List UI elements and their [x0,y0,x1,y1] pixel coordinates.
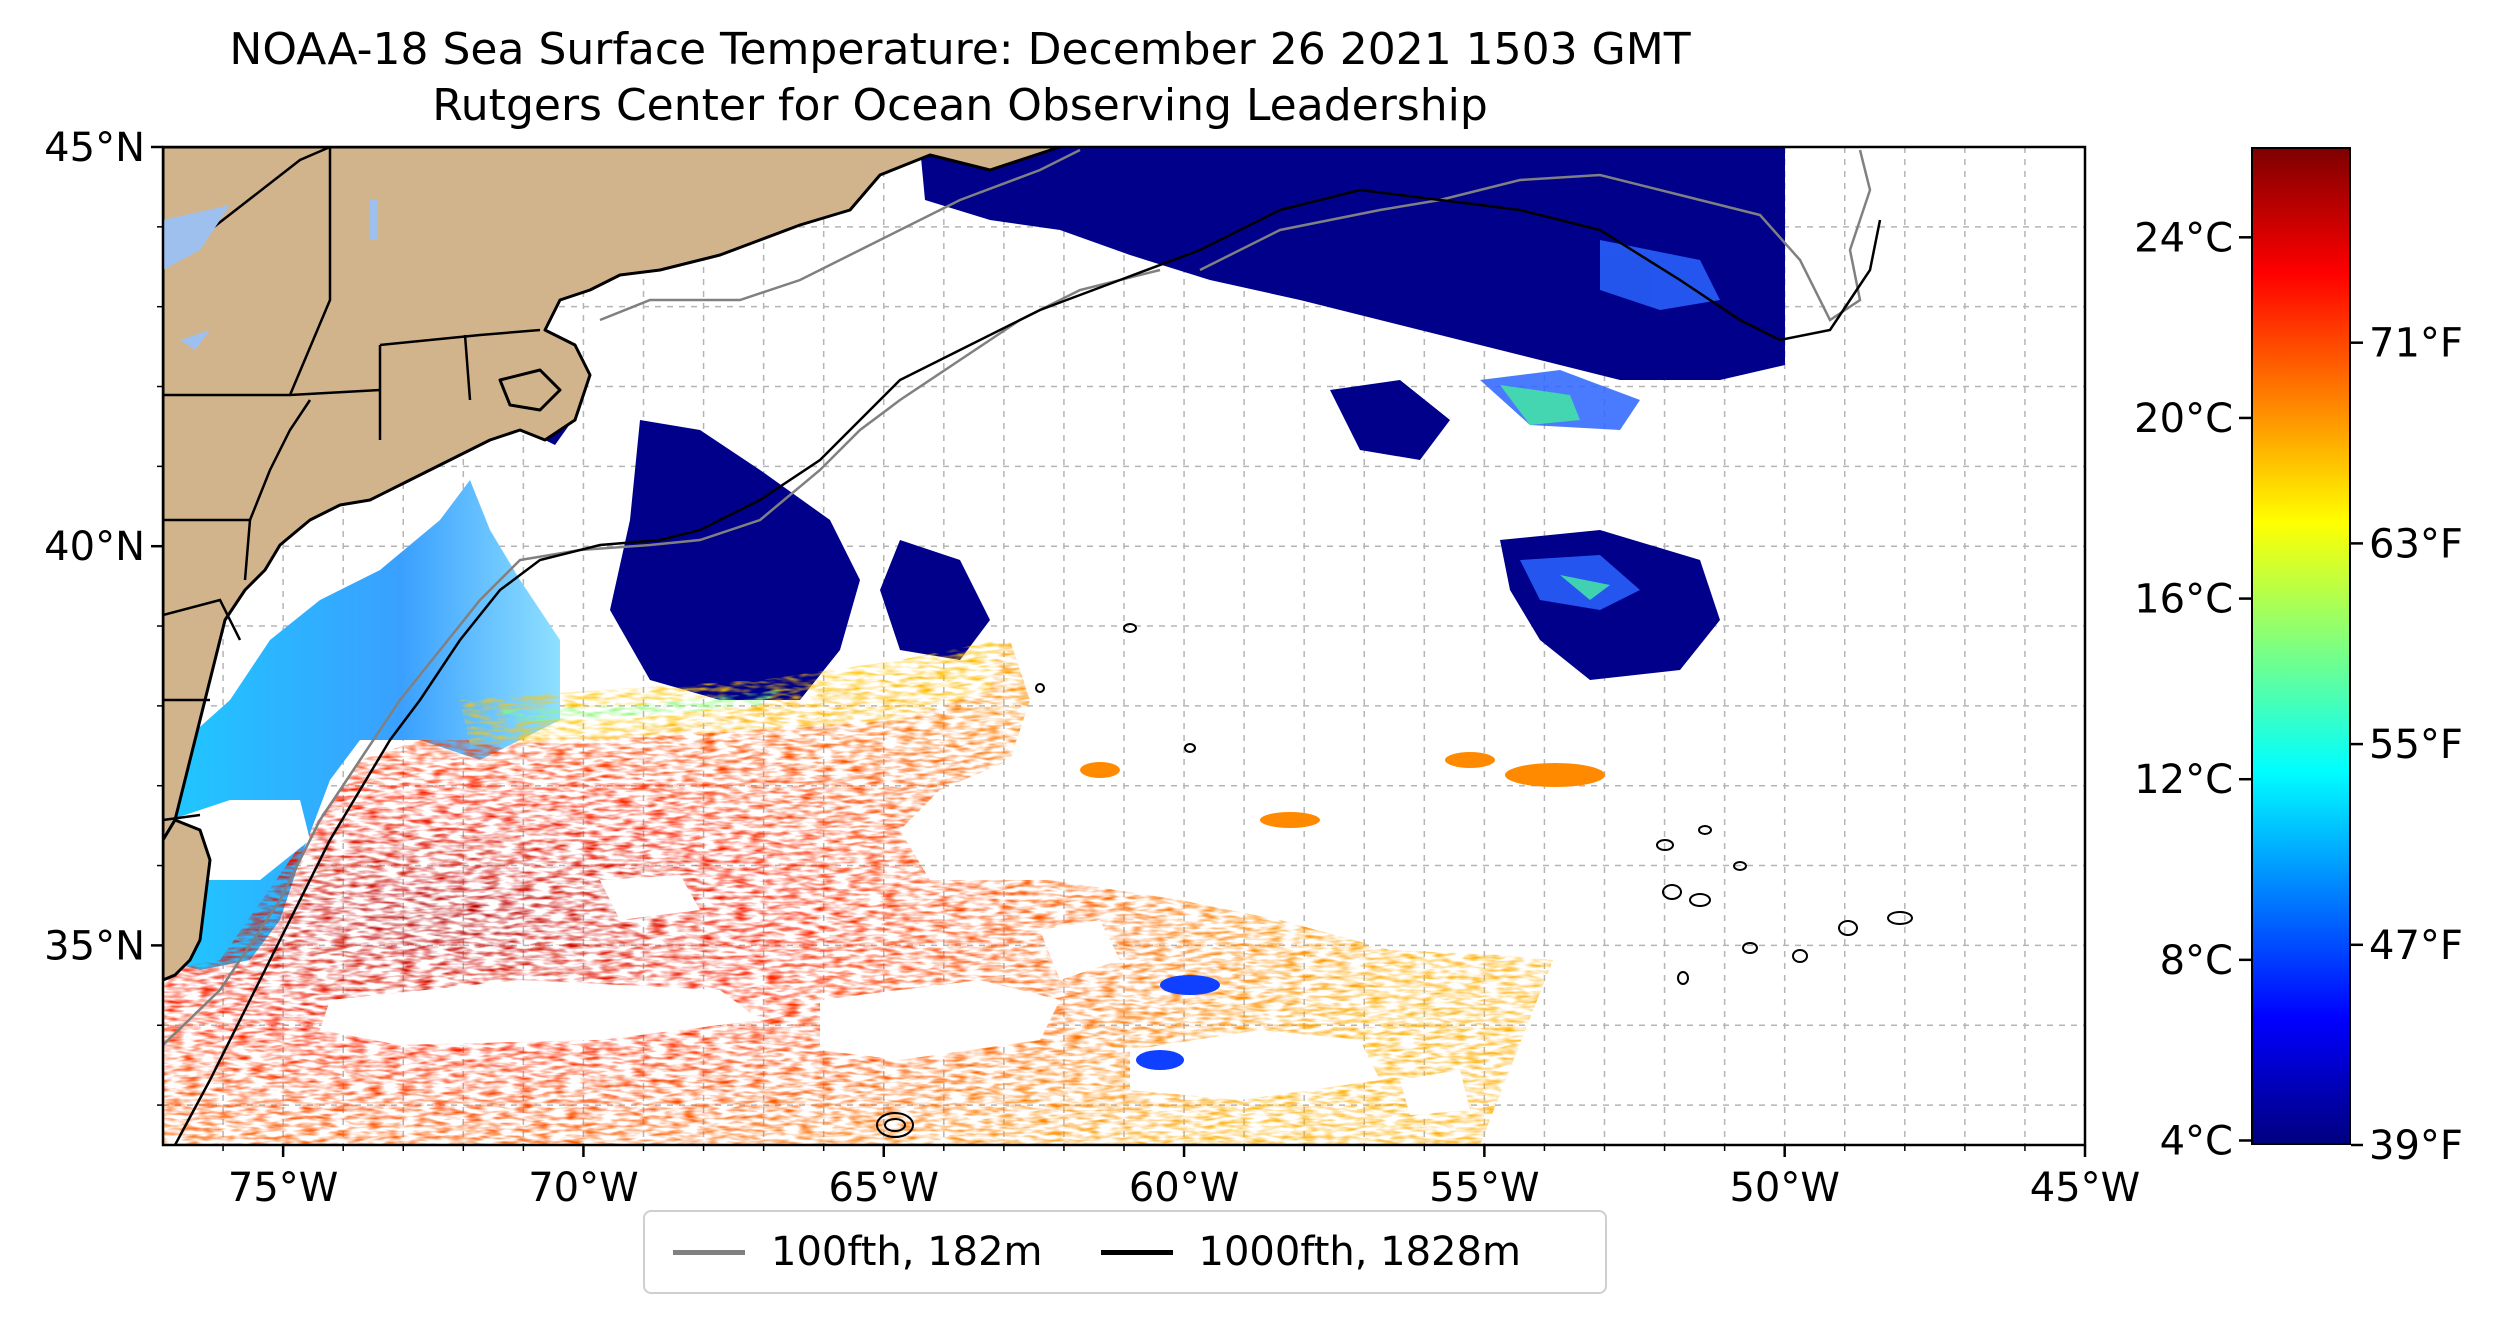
fahrenheit-tick-label: 39°F [2369,1123,2463,1169]
lon-tick-label: 45°W [2030,1165,2140,1211]
lakes [163,200,378,350]
celsius-tick-label: 4°C [2160,1118,2233,1164]
fahrenheit-tick-label: 55°F [2369,722,2463,768]
fahrenheit-tick-label: 71°F [2369,321,2463,367]
celsius-tick-label: 24°C [2134,215,2233,261]
isobath-1000fth [173,188,1882,1145]
lon-tick-label: 50°W [1729,1165,1839,1211]
legend-item-1000fth: 1000fth, 1828m [1100,1229,1521,1275]
scattered-warm-patches [1080,752,1605,828]
chart-subtitle: Rutgers Center for Ocean Observing Leade… [432,80,1488,131]
latitude-axis: 45°N 40°N 35°N [44,125,163,1106]
legend-item-100fth: 100fth, 182m [673,1229,1043,1275]
legend: 100fth, 182m 1000fth, 1828m [643,1210,1607,1294]
lat-tick-label: 40°N [44,524,145,570]
celsius-tick-label: 20°C [2134,396,2233,442]
celsius-tick-label: 16°C [2134,577,2233,623]
lat-tick-label: 35°N [44,923,145,969]
lat-tick-label: 45°N [44,125,145,171]
legend-swatch-1000fth [1100,1249,1173,1255]
land [163,147,1062,982]
lon-tick-label: 55°W [1429,1165,1539,1211]
cloud-gaps [170,800,1470,1115]
lon-tick-label: 75°W [228,1165,338,1211]
chart-title: NOAA-18 Sea Surface Temperature: Decembe… [229,24,1691,75]
colorbar [2251,147,2351,1145]
seamounts [876,623,1913,1138]
lon-tick-label: 70°W [528,1165,638,1211]
celsius-tick-label: 12°C [2134,757,2233,803]
celsius-tick-label: 8°C [2160,938,2233,984]
legend-swatch-100fth [673,1249,745,1255]
colorbar-fahrenheit-axis: 71°F 63°F 55°F 47°F 39°F [2351,321,2463,1169]
lon-tick-label: 65°W [829,1165,939,1211]
lon-tick-label: 60°W [1129,1165,1239,1211]
isobath-100fth [163,148,1872,1046]
colorbar-celsius-axis: 24°C 20°C 16°C 12°C 8°C 4°C [2134,215,2251,1164]
state-borders [163,147,541,822]
legend-label-100fth: 100fth, 182m [771,1229,1043,1275]
longitude-axis: 75°W 70°W 65°W 60°W 55°W 50°W 45°W [222,1145,2140,1211]
legend-label-1000fth: 1000fth, 1828m [1198,1229,1521,1275]
fahrenheit-tick-label: 63°F [2369,521,2463,567]
fahrenheit-tick-label: 47°F [2369,923,2463,969]
